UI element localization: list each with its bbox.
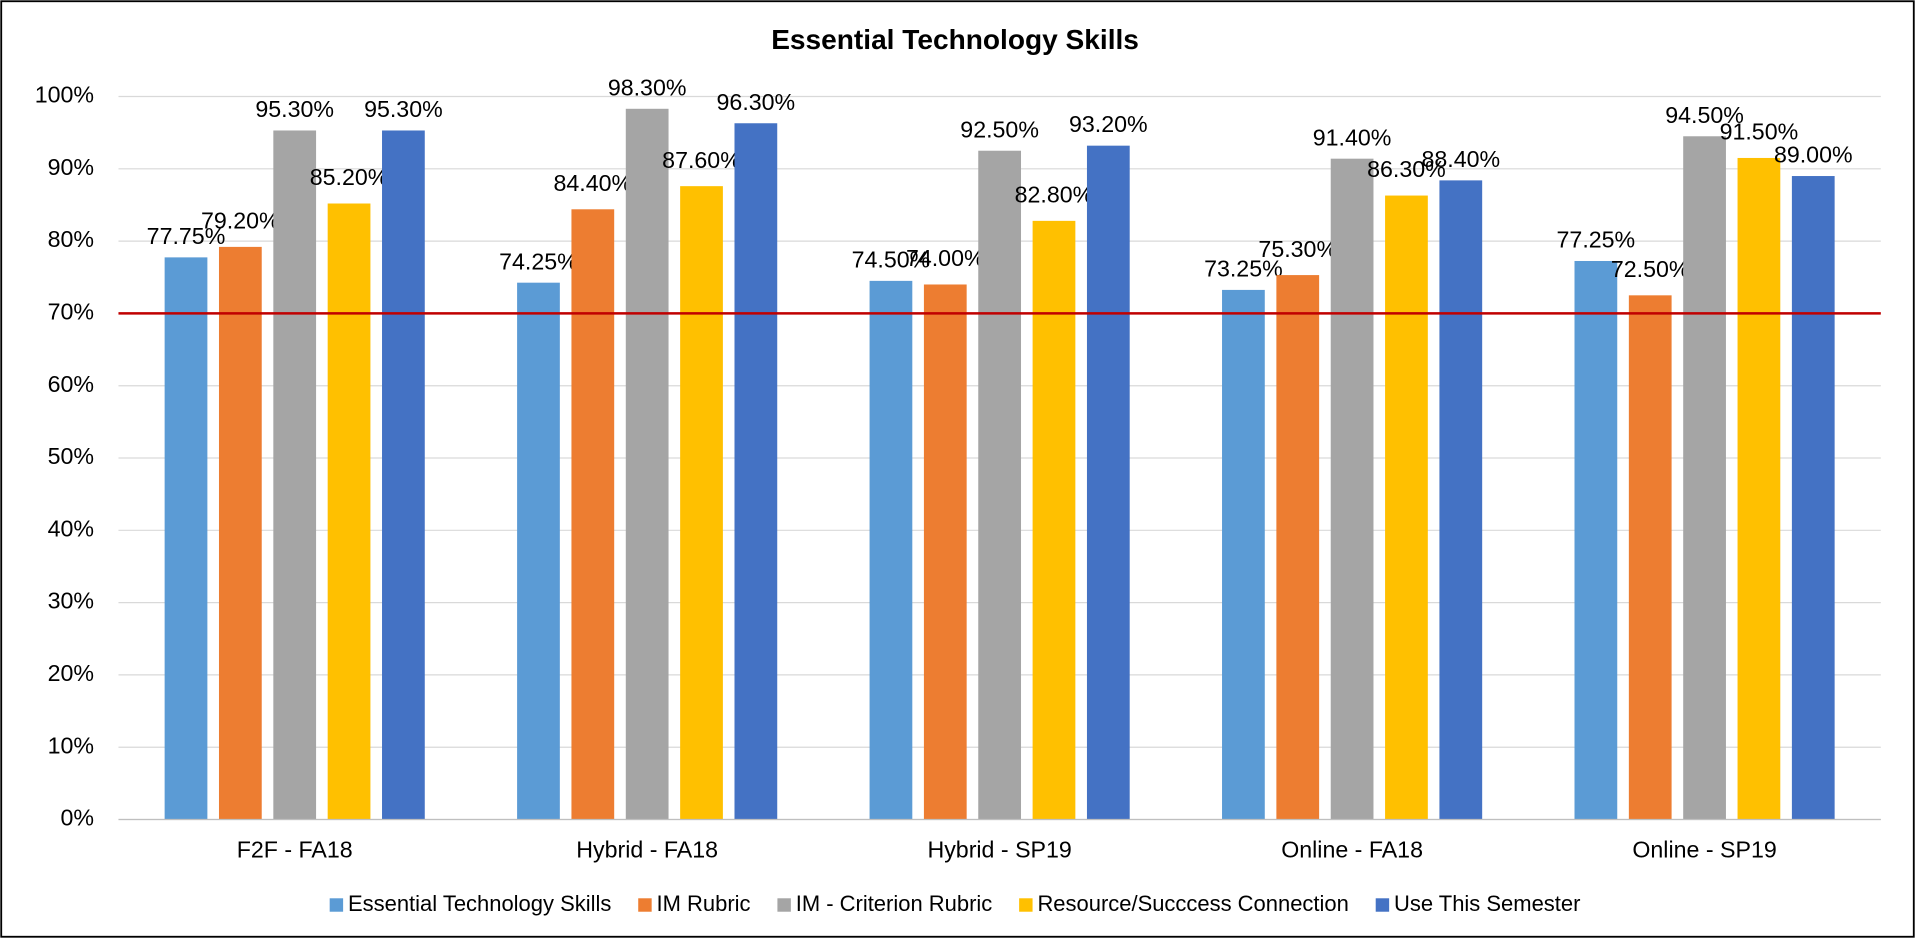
bar <box>382 130 425 820</box>
data-label: 98.30% <box>608 74 687 100</box>
y-tick-label: 40% <box>48 515 94 541</box>
bar <box>164 257 208 820</box>
bar <box>273 130 317 820</box>
chart-title: Essential Technology Skills <box>771 24 1139 55</box>
data-label: 74.50% <box>852 246 931 272</box>
data-label: 77.75% <box>147 223 226 249</box>
y-tick-label: 70% <box>48 299 94 325</box>
data-label: 85.20% <box>310 164 389 190</box>
data-label: 72.50% <box>1611 256 1690 282</box>
y-tick-label: 30% <box>48 588 94 614</box>
data-label: 86.30% <box>1367 156 1446 182</box>
bar <box>734 123 778 820</box>
x-tick-label: Online - FA18 <box>1281 836 1423 862</box>
data-label: 74.00% <box>906 245 985 271</box>
x-tick-label: Online - SP19 <box>1632 836 1776 862</box>
data-label: 91.40% <box>1313 124 1392 150</box>
bar <box>1086 145 1130 820</box>
bar <box>625 108 669 820</box>
bar <box>1032 220 1076 820</box>
bar <box>1276 275 1320 820</box>
data-label: 96.30% <box>717 89 796 115</box>
bar <box>1628 295 1672 820</box>
bar <box>571 209 615 820</box>
data-label: 94.50% <box>1665 102 1744 128</box>
y-tick-label: 80% <box>48 226 94 252</box>
y-tick-label: 20% <box>48 660 94 686</box>
bar <box>517 282 560 820</box>
legend-label: Resource/Succcess Connection <box>1037 891 1348 916</box>
bar <box>1574 260 1618 820</box>
y-tick-label: 60% <box>48 371 94 397</box>
legend-swatch <box>329 898 344 912</box>
x-tick-label: Hybrid - FA18 <box>576 836 718 862</box>
y-tick-label: 0% <box>61 805 95 831</box>
legend: Essential Technology Skills IM Rubric IM -… <box>329 891 1580 916</box>
bar <box>923 284 967 820</box>
data-label: 93.20% <box>1069 111 1148 137</box>
bar <box>1222 289 1265 820</box>
bar <box>1737 157 1781 820</box>
bar <box>978 150 1022 820</box>
data-label: 73.25% <box>1204 255 1283 281</box>
data-label: 82.80% <box>1015 182 1094 208</box>
bar <box>1791 176 1835 820</box>
y-tick-label: 50% <box>48 443 94 469</box>
y-tick-label: 100% <box>35 82 94 108</box>
y-tick-label: 10% <box>48 732 94 758</box>
data-label: 91.50% <box>1720 119 1799 145</box>
x-tick-label: F2F - FA18 <box>237 836 353 862</box>
data-label: 89.00% <box>1774 142 1853 168</box>
legend-label: IM - Criterion Rubric <box>796 891 993 916</box>
legend-label: Essential Technology Skills <box>348 891 611 916</box>
bar <box>1439 180 1483 820</box>
bar <box>1330 158 1374 820</box>
data-label: 92.50% <box>960 116 1039 142</box>
bar <box>680 186 723 820</box>
bar <box>218 246 262 820</box>
data-label: 77.25% <box>1557 227 1636 253</box>
bar <box>869 280 913 820</box>
legend-swatch <box>1375 898 1390 912</box>
data-label: 95.30% <box>255 96 334 122</box>
data-label: 87.60% <box>662 147 741 173</box>
data-label: 75.30% <box>1258 236 1337 262</box>
bar <box>1683 136 1726 820</box>
legend-label: Use This Semester <box>1394 891 1580 916</box>
bar <box>327 203 371 820</box>
data-label: 79.20% <box>201 208 280 234</box>
legend-label: IM Rubric <box>657 891 751 916</box>
data-label: 74.25% <box>499 248 578 274</box>
legend-swatch <box>777 898 791 912</box>
y-tick-label: 90% <box>48 154 94 180</box>
data-label: 88.40% <box>1421 146 1500 172</box>
x-tick-label: Hybrid - SP19 <box>927 836 1071 862</box>
legend-swatch <box>638 898 652 912</box>
data-label: 95.30% <box>364 96 443 122</box>
legend-swatch <box>1019 898 1033 912</box>
data-label: 84.40% <box>553 170 632 196</box>
bar <box>1385 195 1428 820</box>
